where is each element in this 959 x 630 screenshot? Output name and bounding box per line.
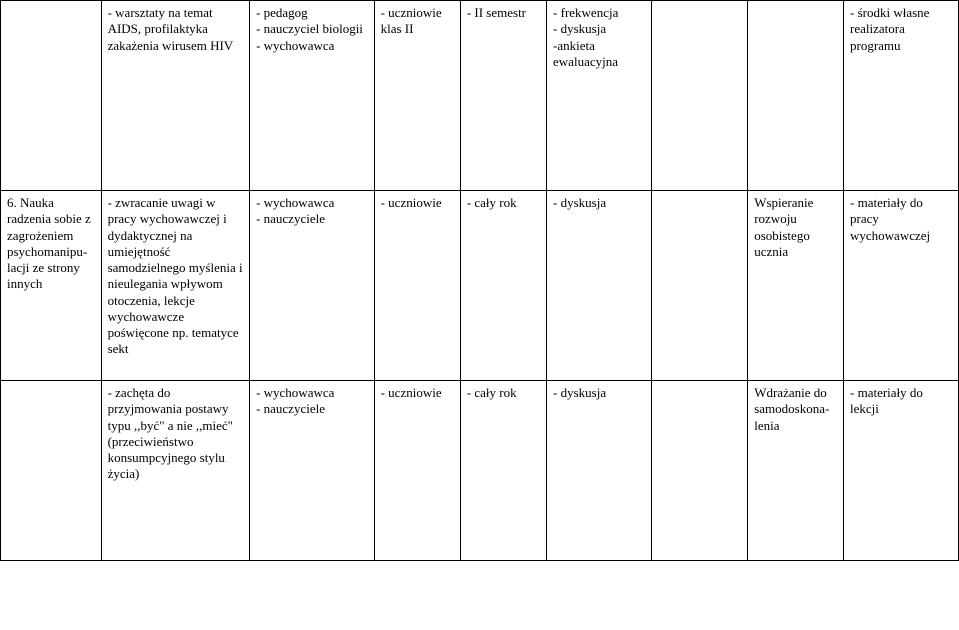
- cell: [652, 1, 748, 191]
- cell: - środki własne realizatora programu: [844, 1, 959, 191]
- cell: - zachęta do przyjmowania postawy typu ,…: [101, 381, 249, 561]
- cell: - warsztaty na temat AIDS, profilaktyka …: [101, 1, 249, 191]
- cell: - wychowawca- nauczyciele: [250, 381, 375, 561]
- cell: - pedagog- nauczyciel biologii- wychowaw…: [250, 1, 375, 191]
- cell: - wychowawca- nauczyciele: [250, 191, 375, 381]
- cell: - dyskusja: [547, 381, 652, 561]
- cell: - zwracanie uwagi w pracy wychowawczej i…: [101, 191, 249, 381]
- program-table: - warsztaty na temat AIDS, profilaktyka …: [0, 0, 959, 561]
- cell: [652, 191, 748, 381]
- cell: - materiały do pracy wychowawczej: [844, 191, 959, 381]
- cell: - cały rok: [460, 191, 546, 381]
- table-row: - warsztaty na temat AIDS, profilaktyka …: [1, 1, 959, 191]
- cell: Wdrażanie do samodoskona-lenia: [748, 381, 844, 561]
- cell: 6. Nauka radzenia sobie z zagrożeniem ps…: [1, 191, 102, 381]
- cell: [748, 1, 844, 191]
- cell: [1, 1, 102, 191]
- cell: [652, 381, 748, 561]
- cell: - frekwencja- dyskusja-ankieta ewaluacyj…: [547, 1, 652, 191]
- cell: - uczniowie: [374, 191, 460, 381]
- cell: - uczniowie klas II: [374, 1, 460, 191]
- cell: [1, 381, 102, 561]
- cell: Wspieranie rozwoju osobistego ucznia: [748, 191, 844, 381]
- cell: - dyskusja: [547, 191, 652, 381]
- cell: - II semestr: [460, 1, 546, 191]
- cell: - cały rok: [460, 381, 546, 561]
- table-row: 6. Nauka radzenia sobie z zagrożeniem ps…: [1, 191, 959, 381]
- cell: - uczniowie: [374, 381, 460, 561]
- table-row: - zachęta do przyjmowania postawy typu ,…: [1, 381, 959, 561]
- cell: - materiały do lekcji: [844, 381, 959, 561]
